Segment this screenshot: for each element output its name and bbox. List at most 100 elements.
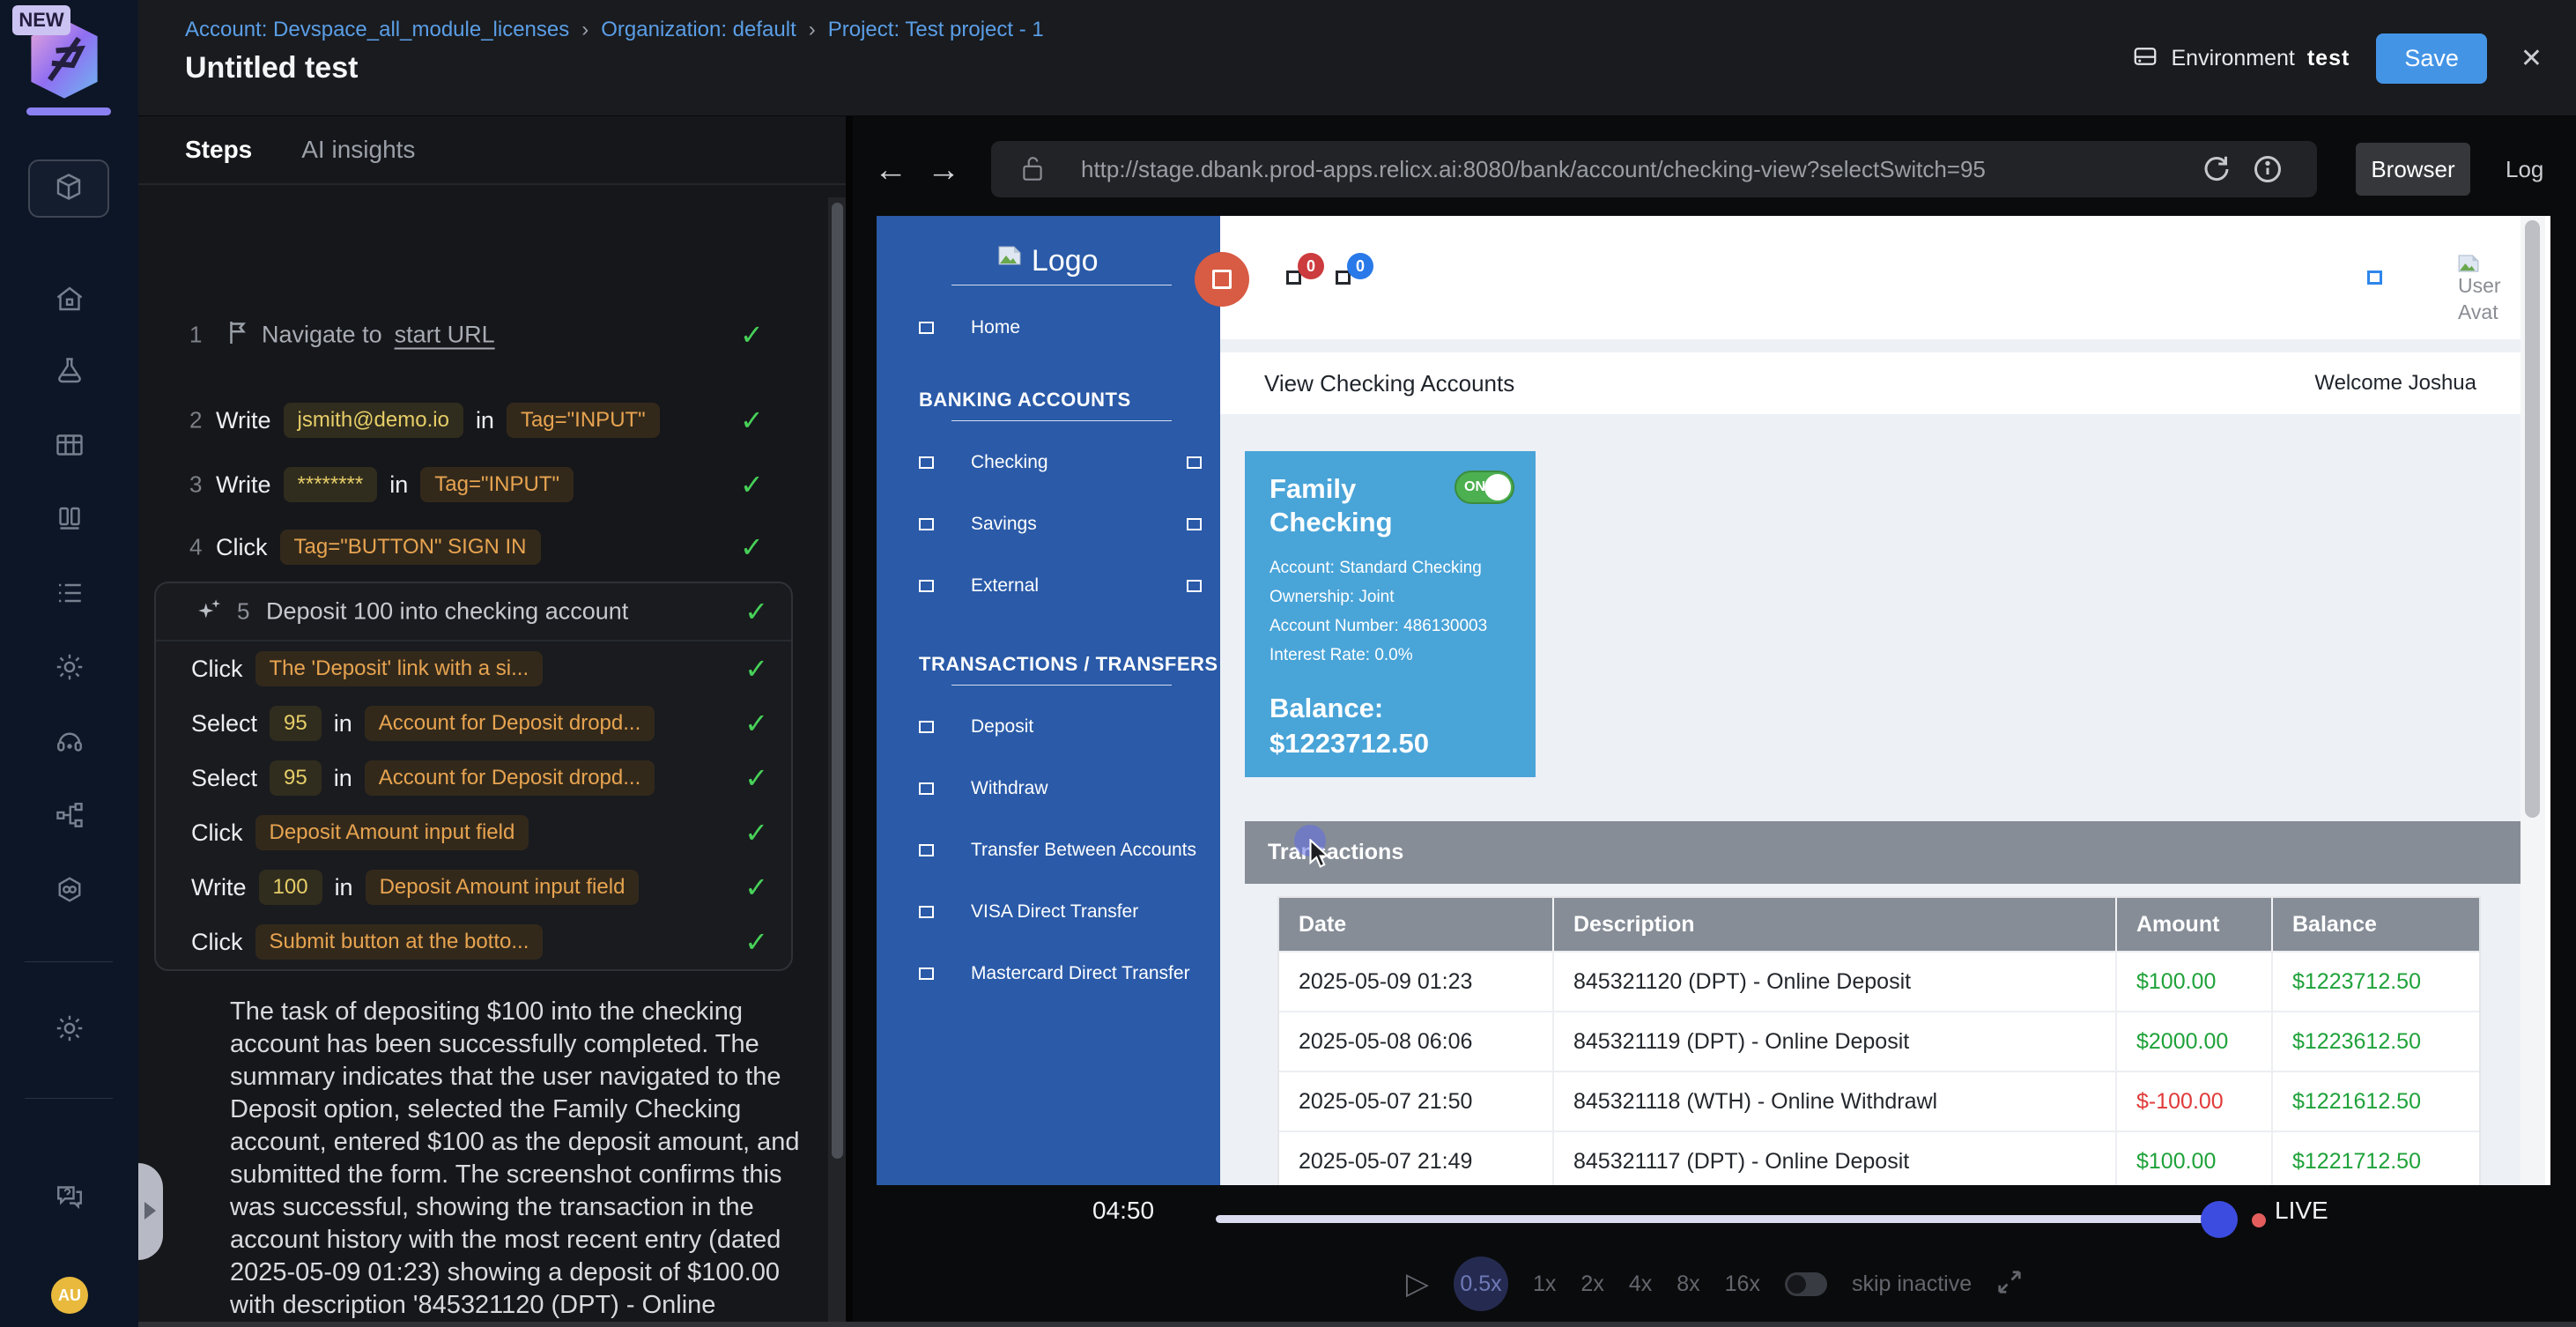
value-chip: 95 — [270, 706, 322, 741]
stop-recording-button[interactable] — [1195, 252, 1249, 307]
speed-4x[interactable]: 4x — [1628, 1271, 1653, 1296]
breadcrumb-link[interactable]: Organization: default — [601, 18, 796, 41]
column-header: Date — [1279, 898, 1554, 951]
messages-icon[interactable] — [1336, 271, 1351, 285]
sidebar-item-lab[interactable] — [0, 344, 138, 402]
speed-2x[interactable]: 2x — [1580, 1271, 1604, 1296]
sidebar-item-table[interactable] — [0, 418, 138, 476]
settings-square-icon[interactable] — [2367, 271, 2382, 285]
step-text: Write — [216, 471, 271, 498]
breadcrumb-link[interactable]: Project: Test project - 1 — [827, 18, 1044, 41]
playback-slider-thumb[interactable] — [2201, 1201, 2238, 1238]
top-header: Account: Devspace_all_module_licenses › Or… — [138, 0, 2576, 116]
sub-step-row[interactable]: Click The 'Deposit' link with a si... ✓ — [156, 641, 791, 696]
forward-icon[interactable]: → — [927, 152, 960, 189]
user-avatar[interactable]: AU — [51, 1277, 88, 1314]
cell-balance: $1223612.50 — [2292, 1028, 2421, 1054]
bank-nav-mastercard-direct-transfer[interactable]: Mastercard Direct Transfer — [877, 953, 1220, 993]
bank-nav-external[interactable]: External — [877, 566, 1220, 605]
sidebar-item-flow[interactable] — [0, 788, 138, 846]
bank-nav-checking[interactable]: Checking — [877, 442, 1220, 482]
sidebar-item-list[interactable] — [0, 566, 138, 624]
sidebar-item-reports[interactable] — [0, 492, 138, 550]
sidebar-item-modules[interactable] — [28, 159, 109, 218]
tab-ai-insights[interactable]: AI insights — [301, 136, 416, 163]
speed-0.5x[interactable]: 0.5x — [1454, 1257, 1509, 1311]
broken-image-icon — [919, 782, 934, 795]
bank-nav-withdraw[interactable]: Withdraw — [877, 768, 1220, 808]
bank-logo[interactable]: Logo — [877, 216, 1220, 285]
step-row[interactable]: 3 Write ******** in Tag="INPUT" ✓ — [138, 460, 846, 509]
step-row[interactable]: 4 Click Tag="BUTTON" SIGN IN ✓ — [138, 523, 846, 572]
sub-step-row[interactable]: Select 95 in Account for Deposit dropd... ✓ — [156, 696, 791, 751]
app-logo-icon[interactable] — [23, 18, 106, 99]
url-text[interactable]: http://stage.dbank.prod-apps.relicx.ai:8… — [1081, 156, 1986, 182]
sidebar-item-settings[interactable] — [0, 640, 138, 698]
save-button[interactable]: Save — [2376, 33, 2487, 84]
tab-log[interactable]: Log — [2506, 155, 2544, 182]
url-bar[interactable]: http://stage.dbank.prod-apps.relicx.ai:8… — [991, 141, 2317, 197]
environment-selector[interactable]: Environment test — [2132, 43, 2350, 74]
steps-scrollbar[interactable] — [832, 203, 843, 1159]
step-row[interactable]: 1 Navigate to start URL ✓ — [138, 310, 846, 360]
sidebar-item-settings-secondary[interactable] — [0, 1001, 138, 1059]
play-icon[interactable]: ▷ — [1405, 1267, 1430, 1301]
sub-step-row[interactable]: Click Deposit Amount input field ✓ — [156, 805, 791, 860]
speed-16x[interactable]: 16x — [1724, 1271, 1760, 1296]
tab-browser[interactable]: Browser — [2356, 143, 2470, 196]
tab-steps[interactable]: Steps — [185, 136, 253, 163]
broken-image-icon — [1187, 517, 1202, 530]
step-description: Select 95 in Account for Deposit dropd... — [191, 706, 655, 741]
skip-inactive-label: skip inactive — [1851, 1271, 1973, 1296]
cell-balance: $1221712.50 — [2292, 1148, 2421, 1174]
breadcrumb-link[interactable]: Account: Devspace_all_module_licenses — [185, 18, 570, 41]
speed-1x[interactable]: 1x — [1533, 1271, 1557, 1296]
window-edge — [138, 1322, 2576, 1327]
bank-nav-transfer-between-accounts[interactable]: Transfer Between Accounts — [877, 830, 1220, 870]
cell-description: 845321117 (DPT) - Online Deposit — [1554, 1132, 2117, 1185]
notification-badge: 0 — [1298, 253, 1324, 279]
replayed-webpage: Logo Home BANKING ACCOUNTS Checking Savings… — [877, 216, 2550, 1185]
fullscreen-icon[interactable] — [1996, 1269, 2023, 1300]
info-icon[interactable] — [2252, 153, 2284, 185]
step-text: in — [334, 873, 353, 901]
flag-icon — [226, 320, 249, 351]
sub-step-row[interactable]: Select 95 in Account for Deposit dropd... ✓ — [156, 751, 791, 805]
step-text: Click — [216, 533, 268, 560]
account-toggle[interactable]: ON — [1455, 471, 1514, 504]
back-icon[interactable]: ← — [874, 152, 907, 189]
user-avatar[interactable]: User Avat — [2458, 255, 2520, 325]
bank-nav-savings[interactable]: Savings — [877, 504, 1220, 544]
ai-step-header[interactable]: 5 Deposit 100 into checking account ✓ — [156, 583, 791, 641]
sidebar-item-home[interactable] — [0, 271, 138, 330]
cell-amount: $2000.00 — [2117, 1012, 2273, 1071]
playback-slider[interactable] — [1216, 1215, 2218, 1223]
skip-inactive-toggle[interactable] — [1784, 1271, 1827, 1296]
close-icon[interactable]: ✕ — [2520, 43, 2543, 73]
avatar-alt-text: User — [2458, 274, 2501, 297]
success-check-icon: ✓ — [744, 926, 768, 958]
refresh-icon[interactable] — [2201, 153, 2232, 185]
step-row[interactable]: 2 Write jsmith@demo.io in Tag="INPUT" ✓ — [138, 396, 846, 445]
speed-8x[interactable]: 8x — [1677, 1271, 1700, 1296]
page-scrollbar[interactable] — [2525, 220, 2540, 818]
bank-page-title: View Checking Accounts — [1264, 369, 1515, 397]
success-check-icon: ✓ — [744, 596, 768, 627]
sub-step-row[interactable]: Click Submit button at the botto... ✓ — [156, 915, 791, 969]
live-label[interactable]: LIVE — [2275, 1197, 2328, 1224]
panel-collapse-handle[interactable] — [138, 1163, 163, 1260]
bank-nav-deposit[interactable]: Deposit — [877, 707, 1220, 746]
step-description: Click Submit button at the botto... — [191, 924, 544, 960]
bank-nav-visa-direct-transfer[interactable]: VISA Direct Transfer — [877, 892, 1220, 931]
sub-step-row[interactable]: Write 100 in Deposit Amount input field ✓ — [156, 860, 791, 915]
notification-icon[interactable] — [1286, 271, 1301, 285]
step-link[interactable]: start URL — [394, 321, 495, 348]
sidebar-item-support[interactable] — [0, 714, 138, 772]
column-header: Description — [1554, 898, 2117, 951]
step-text: in — [333, 709, 352, 737]
step-text: in — [475, 406, 494, 434]
sidebar-item-help[interactable] — [0, 1169, 138, 1227]
bank-nav-home[interactable]: Home — [877, 308, 1220, 347]
sparkle-icon — [195, 596, 225, 626]
sidebar-item-integrations[interactable] — [0, 864, 138, 922]
